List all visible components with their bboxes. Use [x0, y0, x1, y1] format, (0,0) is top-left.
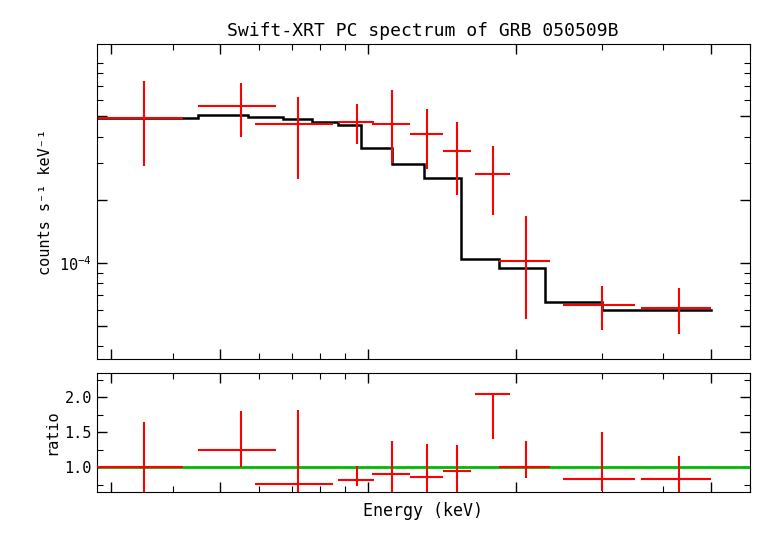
Title: Swift-XRT PC spectrum of GRB 050509B: Swift-XRT PC spectrum of GRB 050509B [227, 22, 619, 40]
Y-axis label: counts s⁻¹ keV⁻¹: counts s⁻¹ keV⁻¹ [39, 128, 53, 275]
Y-axis label: ratio: ratio [44, 409, 59, 455]
X-axis label: Energy (keV): Energy (keV) [363, 503, 483, 520]
